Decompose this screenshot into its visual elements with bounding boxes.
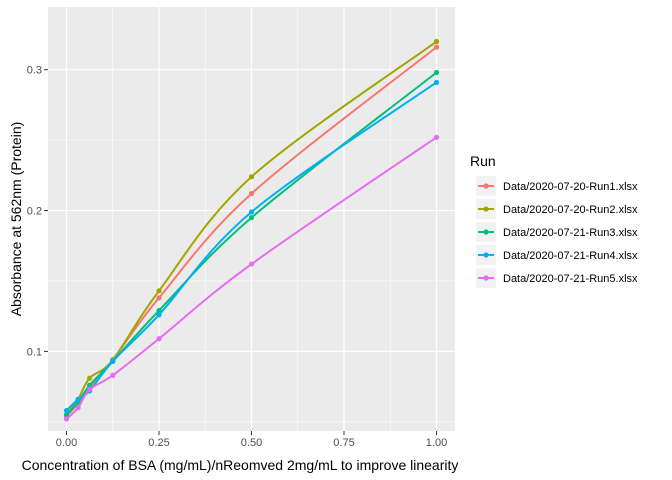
legend-key-point [483, 229, 489, 235]
data-point [87, 386, 93, 393]
legend-key-point [483, 183, 489, 189]
data-point [87, 375, 93, 381]
data-point [75, 405, 81, 411]
y-axis-title: Absorbance at 562nm (Protein) [8, 122, 24, 317]
data-point [433, 69, 440, 76]
x-tick-label: 0.25 [148, 437, 169, 449]
data-point [433, 79, 440, 85]
data-point [75, 396, 81, 402]
legend-label: Data/2020-07-21-Run4.xlsx [503, 250, 638, 262]
y-tick-label: 0.2 [27, 206, 42, 218]
x-tick-label: 0.00 [56, 437, 77, 449]
series-line [65, 40, 438, 416]
data-point [110, 358, 116, 364]
data-point [433, 134, 440, 140]
legend-key-point [483, 206, 489, 212]
legend-key [476, 222, 496, 242]
series-5 [63, 134, 440, 422]
data-point [248, 174, 255, 180]
data-point [156, 288, 162, 294]
data-point [110, 372, 116, 378]
legend-label: Data/2020-07-20-Run2.xlsx [503, 204, 638, 216]
data-point [63, 416, 70, 422]
legend-key [476, 245, 496, 265]
data-point [156, 295, 162, 301]
legend-label: Data/2020-07-20-Run1.xlsx [503, 181, 638, 193]
data-point [433, 38, 440, 45]
data-point [63, 412, 70, 418]
data-point [87, 382, 93, 388]
data-point [156, 336, 162, 342]
legend-key [476, 199, 496, 219]
data-point [248, 191, 255, 197]
legend-title: Run [470, 153, 496, 169]
x-tick-label: 1.00 [426, 437, 447, 449]
x-tick-label: 0.50 [241, 437, 262, 449]
x-axis: 0.00 0.25 0.50 0.75 1.00 [56, 431, 447, 449]
legend-key-point [483, 252, 489, 258]
x-tick-label: 0.75 [333, 437, 354, 449]
y-axis: 0.1 0.2 0.3 [27, 65, 48, 358]
legend-label: Data/2020-07-21-Run3.xlsx [503, 227, 638, 239]
data-point [433, 44, 440, 50]
data-point [156, 307, 162, 314]
x-axis-title: Concentration of BSA (mg/mL)/nReomved 2m… [22, 457, 459, 473]
data-point [248, 214, 255, 221]
y-tick-label: 0.3 [27, 65, 42, 77]
data-point [248, 209, 255, 215]
series-layer [63, 38, 440, 422]
legend: Run Data/2020-07-20-Run1.xlsx Data/2020-0… [470, 153, 638, 288]
y-tick-label: 0.1 [27, 346, 42, 358]
legend-key-point [483, 275, 489, 281]
legend-label: Data/2020-07-21-Run5.xlsx [503, 273, 638, 285]
legend-key [476, 268, 496, 288]
data-point [156, 312, 162, 318]
data-point [248, 261, 255, 267]
data-point [63, 407, 70, 414]
legend-key [476, 176, 496, 196]
